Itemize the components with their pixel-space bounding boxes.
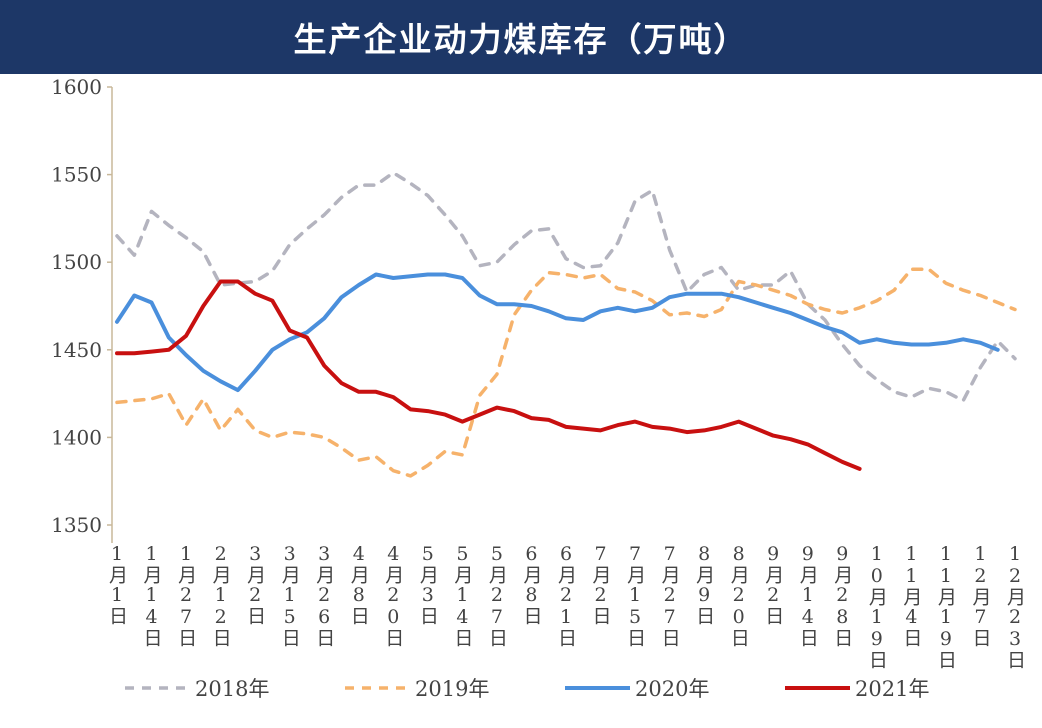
series-line-2019 (115, 267, 1017, 478)
chart-title: 生产企业动力煤库存（万吨） (293, 20, 749, 59)
x-tick-label: 5月14日 (451, 543, 473, 647)
legend-label: 2018年 (195, 677, 269, 701)
y-tick-label: 1400 (51, 425, 102, 449)
series-line-2018 (115, 171, 1017, 403)
legend-label: 2019年 (415, 677, 489, 701)
series-lines (115, 171, 1017, 478)
x-tick-label: 10月19日 (866, 543, 888, 669)
legend-label: 2021年 (855, 677, 929, 701)
x-tick-label: 1月27日 (175, 543, 197, 647)
x-tick-label: 3月26日 (313, 543, 335, 647)
x-tick-label: 12月7日 (969, 543, 991, 647)
series-line-2020 (115, 272, 1000, 393)
x-tick-label: 11月4日 (900, 543, 922, 647)
x-tick-label: 8月20日 (728, 543, 750, 647)
x-tick-label: 3月2日 (244, 543, 266, 625)
axes: 1350 1400 1450 1500 1550 1600 1月1日 1月14日 1月27日 2月… (51, 75, 1026, 669)
x-tick-label: 6月8日 (520, 543, 542, 625)
y-tick-label: 1450 (51, 338, 102, 362)
x-tick-label: 6月21日 (555, 543, 577, 647)
x-tick-label: 7月2日 (590, 543, 612, 625)
x-tick-label: 4月20日 (382, 543, 404, 647)
x-tick-label: 9月14日 (797, 543, 819, 647)
x-tick-label: 5月27日 (486, 543, 508, 647)
x-tick-label: 12月23日 (1004, 543, 1026, 669)
x-tick-label: 7月27日 (659, 543, 681, 647)
x-tick-label: 9月28日 (831, 543, 853, 647)
x-tick-label: 4月8日 (348, 543, 370, 625)
x-tick-label: 2月12日 (210, 543, 232, 647)
x-tick-label: 3月15日 (279, 543, 301, 647)
x-tick-label: 1月1日 (106, 543, 128, 625)
x-tick-label: 11月19日 (935, 543, 957, 669)
chart-title-bar: 生产企业动力煤库存（万吨） (0, 0, 1042, 74)
x-tick-label: 8月9日 (693, 543, 715, 625)
y-tick-label: 1350 (51, 513, 102, 537)
y-tick-label: 1600 (51, 75, 102, 99)
x-tick-label: 5月3日 (417, 543, 439, 625)
legend: 2018年 2019年 2020年 2021年 (125, 677, 929, 701)
x-tick-label: 9月2日 (762, 543, 784, 625)
x-tick-label: 1月14日 (141, 543, 163, 647)
x-tick-label: 7月15日 (624, 543, 646, 647)
y-tick-label: 1550 (51, 163, 102, 187)
series-line-2021 (115, 279, 862, 471)
y-tick-label: 1500 (51, 250, 102, 274)
legend-label: 2020年 (635, 677, 709, 701)
